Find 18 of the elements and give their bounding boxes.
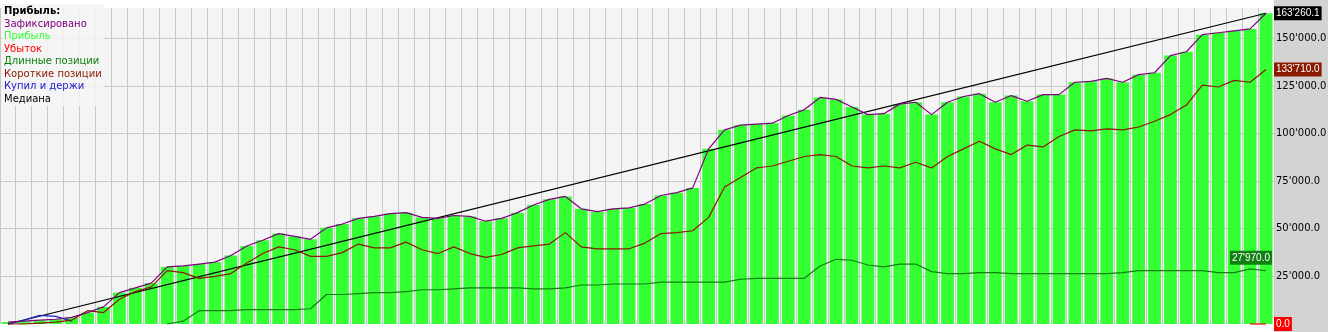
text: Купил и держи: [4, 80, 86, 93]
text: Короткие позиции: [4, 67, 102, 80]
legend-title: Прибыль:: [4, 5, 62, 18]
data-label: 163'260.1: [1276, 6, 1321, 18]
data-label: 0.0: [1276, 317, 1291, 329]
data-label: 27'970.0: [1231, 251, 1271, 263]
y-tick-label: 50'000.0: [1276, 222, 1321, 234]
y-tick-label: 75'000.0: [1276, 174, 1321, 186]
y-tick-label: 150'000.0: [1276, 32, 1327, 44]
y-tick-label: 25'000.0: [1276, 270, 1321, 281]
text: Прибыль: [4, 30, 52, 43]
text: Убыток: [4, 42, 44, 55]
data-label: 133'710.0: [1276, 63, 1321, 75]
text: Длинные позиции: [4, 55, 101, 68]
y-tick-label: 100'000.0: [1276, 127, 1327, 139]
text: Медиана: [4, 92, 52, 105]
y-tick-label: 125'000.0: [1276, 79, 1327, 91]
text: Зафиксировано: [4, 17, 88, 30]
